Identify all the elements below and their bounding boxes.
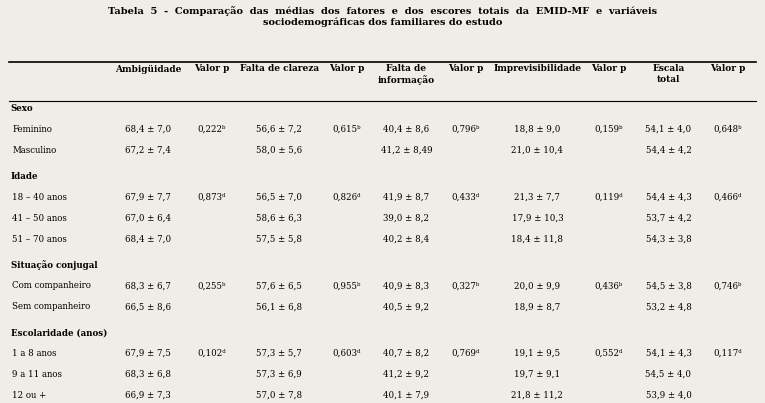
Text: 18,8 ± 9,0: 18,8 ± 9,0 xyxy=(514,125,561,134)
Text: 53,2 ± 4,8: 53,2 ± 4,8 xyxy=(646,302,692,311)
Text: 19,1 ± 9,5: 19,1 ± 9,5 xyxy=(514,349,561,358)
Text: 9 a 11 anos: 9 a 11 anos xyxy=(12,370,62,379)
Text: 18 – 40 anos: 18 – 40 anos xyxy=(12,193,67,202)
Text: 0,119ᵈ: 0,119ᵈ xyxy=(594,193,623,202)
Text: 0,648ᵇ: 0,648ᵇ xyxy=(714,125,742,134)
Text: 41,2 ± 9,2: 41,2 ± 9,2 xyxy=(383,370,429,379)
Text: Ambigüidade: Ambigüidade xyxy=(115,64,181,74)
Text: 0,826ᵈ: 0,826ᵈ xyxy=(333,193,361,202)
Text: 39,0 ± 8,2: 39,0 ± 8,2 xyxy=(383,214,429,222)
Text: 53,7 ± 4,2: 53,7 ± 4,2 xyxy=(646,214,692,222)
Text: 41 – 50 anos: 41 – 50 anos xyxy=(12,214,67,222)
Text: Com companheiro: Com companheiro xyxy=(12,281,91,290)
Text: Valor p: Valor p xyxy=(194,64,230,73)
Text: 51 – 70 anos: 51 – 70 anos xyxy=(12,235,67,243)
Text: Valor p: Valor p xyxy=(711,64,746,73)
Text: 0,955ᵇ: 0,955ᵇ xyxy=(333,281,361,290)
Text: 0,552ᵈ: 0,552ᵈ xyxy=(594,349,623,358)
Text: 66,5 ± 8,6: 66,5 ± 8,6 xyxy=(125,302,171,311)
Text: 54,1 ± 4,0: 54,1 ± 4,0 xyxy=(646,125,692,134)
Text: 57,0 ± 7,8: 57,0 ± 7,8 xyxy=(256,391,302,400)
Text: 58,6 ± 6,3: 58,6 ± 6,3 xyxy=(256,214,302,222)
Text: 0,615ᵇ: 0,615ᵇ xyxy=(333,125,361,134)
Text: Valor p: Valor p xyxy=(448,64,483,73)
Text: 0,603ᵈ: 0,603ᵈ xyxy=(333,349,361,358)
Text: 18,9 ± 8,7: 18,9 ± 8,7 xyxy=(514,302,561,311)
Text: 54,5 ± 3,8: 54,5 ± 3,8 xyxy=(646,281,692,290)
Text: 21,3 ± 7,7: 21,3 ± 7,7 xyxy=(514,193,560,202)
Text: 1 a 8 anos: 1 a 8 anos xyxy=(12,349,57,358)
Text: Imprevisibilidade: Imprevisibilidade xyxy=(493,64,581,73)
Text: Falta de
informação: Falta de informação xyxy=(378,64,435,85)
Text: 0,746ᵇ: 0,746ᵇ xyxy=(714,281,742,290)
Text: 56,6 ± 7,2: 56,6 ± 7,2 xyxy=(256,125,302,134)
Text: 67,0 ± 6,4: 67,0 ± 6,4 xyxy=(125,214,171,222)
Text: Falta de clareza: Falta de clareza xyxy=(239,64,319,73)
Text: 0,436ᵇ: 0,436ᵇ xyxy=(594,281,623,290)
Text: 58,0 ± 5,6: 58,0 ± 5,6 xyxy=(256,146,302,155)
Text: 41,2 ± 8,49: 41,2 ± 8,49 xyxy=(380,146,432,155)
Text: 0,796ᵇ: 0,796ᵇ xyxy=(451,125,480,134)
Text: Situação conjugal: Situação conjugal xyxy=(11,260,97,270)
Text: Feminino: Feminino xyxy=(12,125,52,134)
Text: 54,4 ± 4,3: 54,4 ± 4,3 xyxy=(646,193,692,202)
Text: 40,7 ± 8,2: 40,7 ± 8,2 xyxy=(383,349,429,358)
Text: 56,1 ± 6,8: 56,1 ± 6,8 xyxy=(256,302,302,311)
Text: 67,9 ± 7,5: 67,9 ± 7,5 xyxy=(125,349,171,358)
Text: Masculino: Masculino xyxy=(12,146,57,155)
Text: 21,8 ± 11,2: 21,8 ± 11,2 xyxy=(512,391,563,400)
Text: 54,4 ± 4,2: 54,4 ± 4,2 xyxy=(646,146,692,155)
Text: Sem companheiro: Sem companheiro xyxy=(12,302,90,311)
Text: 54,5 ± 4,0: 54,5 ± 4,0 xyxy=(646,370,692,379)
Text: 0,117ᵈ: 0,117ᵈ xyxy=(714,349,742,358)
Text: Escala
total: Escala total xyxy=(653,64,685,84)
Text: Valor p: Valor p xyxy=(329,64,364,73)
Text: 54,3 ± 3,8: 54,3 ± 3,8 xyxy=(646,235,692,243)
Text: 21,0 ± 10,4: 21,0 ± 10,4 xyxy=(512,146,563,155)
Text: 41,9 ± 8,7: 41,9 ± 8,7 xyxy=(383,193,429,202)
Text: 40,5 ± 9,2: 40,5 ± 9,2 xyxy=(383,302,429,311)
Text: 0,769ᵈ: 0,769ᵈ xyxy=(451,349,480,358)
Text: 0,466ᵈ: 0,466ᵈ xyxy=(714,193,742,202)
Text: 0,433ᵈ: 0,433ᵈ xyxy=(452,193,480,202)
Text: 40,1 ± 7,9: 40,1 ± 7,9 xyxy=(383,391,429,400)
Text: 68,4 ± 7,0: 68,4 ± 7,0 xyxy=(125,125,171,134)
Text: Tabela  5  -  Comparação  das  médias  dos  fatores  e  dos  escores  totais  da: Tabela 5 - Comparação das médias dos fat… xyxy=(108,6,657,27)
Text: Sexo: Sexo xyxy=(11,104,34,113)
Text: 56,5 ± 7,0: 56,5 ± 7,0 xyxy=(256,193,302,202)
Text: 18,4 ± 11,8: 18,4 ± 11,8 xyxy=(511,235,563,243)
Text: Idade: Idade xyxy=(11,172,38,181)
Text: 0,222ᵇ: 0,222ᵇ xyxy=(197,125,226,134)
Text: 53,9 ± 4,0: 53,9 ± 4,0 xyxy=(646,391,692,400)
Text: 19,7 ± 9,1: 19,7 ± 9,1 xyxy=(514,370,561,379)
Text: 68,3 ± 6,7: 68,3 ± 6,7 xyxy=(125,281,171,290)
Text: 57,6 ± 6,5: 57,6 ± 6,5 xyxy=(256,281,302,290)
Text: 68,3 ± 6,8: 68,3 ± 6,8 xyxy=(125,370,171,379)
Text: 0,102ᵈ: 0,102ᵈ xyxy=(197,349,226,358)
Text: 40,9 ± 8,3: 40,9 ± 8,3 xyxy=(383,281,429,290)
Text: 17,9 ± 10,3: 17,9 ± 10,3 xyxy=(512,214,563,222)
Text: 57,5 ± 5,8: 57,5 ± 5,8 xyxy=(256,235,302,243)
Text: Escolaridade (anos): Escolaridade (anos) xyxy=(11,328,107,337)
Text: 67,9 ± 7,7: 67,9 ± 7,7 xyxy=(125,193,171,202)
Text: 0,255ᵇ: 0,255ᵇ xyxy=(197,281,226,290)
Text: 0,159ᵇ: 0,159ᵇ xyxy=(594,125,623,134)
Text: 57,3 ± 6,9: 57,3 ± 6,9 xyxy=(256,370,302,379)
Text: 12 ou +: 12 ou + xyxy=(12,391,47,400)
Text: 66,9 ± 7,3: 66,9 ± 7,3 xyxy=(125,391,171,400)
Text: 67,2 ± 7,4: 67,2 ± 7,4 xyxy=(125,146,171,155)
Text: Valor p: Valor p xyxy=(591,64,627,73)
Text: 0,327ᵇ: 0,327ᵇ xyxy=(451,281,480,290)
Text: 54,1 ± 4,3: 54,1 ± 4,3 xyxy=(646,349,692,358)
Text: 68,4 ± 7,0: 68,4 ± 7,0 xyxy=(125,235,171,243)
Text: 0,873ᵈ: 0,873ᵈ xyxy=(197,193,226,202)
Text: 40,4 ± 8,6: 40,4 ± 8,6 xyxy=(383,125,429,134)
Text: 20,0 ± 9,9: 20,0 ± 9,9 xyxy=(514,281,561,290)
Text: 57,3 ± 5,7: 57,3 ± 5,7 xyxy=(256,349,302,358)
Text: 40,2 ± 8,4: 40,2 ± 8,4 xyxy=(383,235,429,243)
